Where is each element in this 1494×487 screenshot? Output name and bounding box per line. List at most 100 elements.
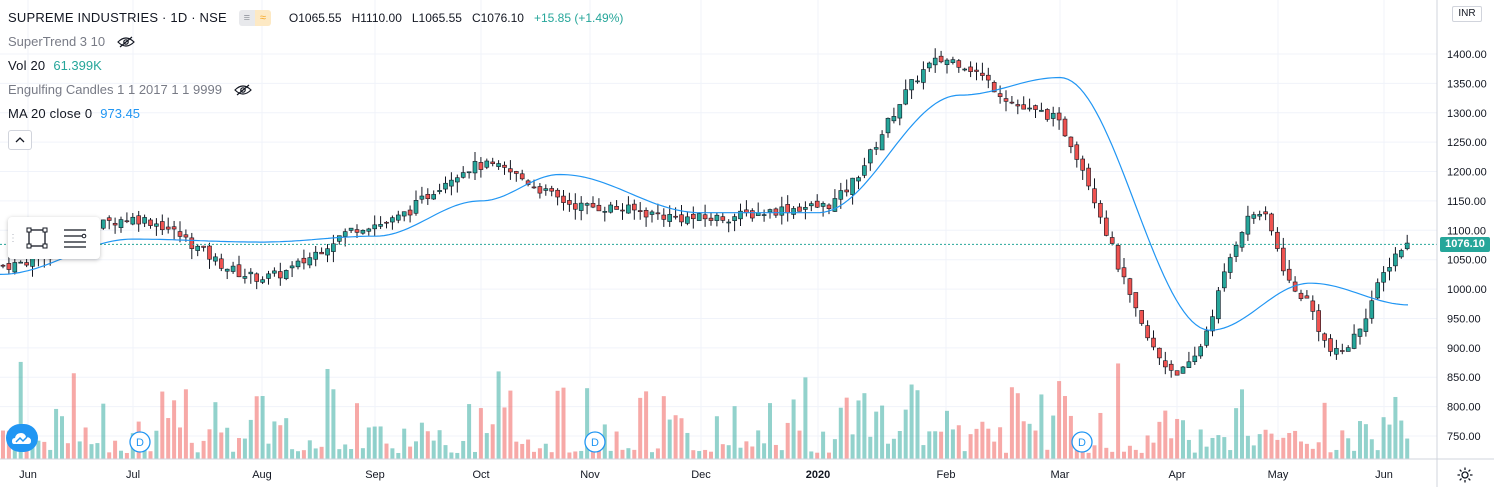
indicator-row-volume[interactable]: Vol 20 61.399K [8,54,623,78]
volume-bar [950,429,955,459]
candle-body [909,79,914,91]
indicator-row-engulfing[interactable]: Engulfing Candles 1 1 2017 1 1 9999 [8,78,623,102]
candle-body [1263,211,1268,215]
volume-bar [626,448,631,459]
candle-body [1322,333,1327,341]
volume-bar [703,449,708,459]
tradingview-logo-icon[interactable] [6,424,38,452]
candle-body [779,206,785,216]
volume-bar [608,450,613,459]
volume-bar [260,396,265,459]
candle-body [655,212,661,215]
candle-body [561,195,566,203]
candle-body [319,251,324,255]
volume-bar [148,451,153,459]
gear-icon[interactable] [1456,466,1474,484]
candle-body [1363,318,1369,332]
volume-bar [1316,442,1321,459]
volume-bar [1393,396,1398,459]
candle-body [177,231,183,237]
volume-bar [1293,430,1298,459]
candle-body [826,204,832,209]
candle-body [962,68,968,71]
price-tick-label: 1400.00 [1447,49,1487,61]
volume-bar [89,444,94,459]
candle-body [921,69,926,83]
volume-bar [691,450,696,459]
volume-bar [968,434,973,459]
horizontal-lines-tool-button[interactable] [56,219,94,257]
volume-bar [1039,394,1044,459]
price-tick-label: 1300.00 [1447,108,1487,120]
wave-icon[interactable]: ≈ [254,10,271,26]
volume-bar [720,444,725,459]
candle-body [366,228,372,232]
volume-bar [248,419,253,459]
candle-body [1145,325,1150,339]
eye-hidden-icon[interactable] [117,36,135,48]
symbol-title[interactable]: SUPREME INDUSTRIES · 1D · NSE [8,10,227,25]
volume-bar [1228,450,1233,459]
volume-bar [1145,435,1150,459]
volume-bar [296,451,300,459]
price-tick-label: 1150.00 [1447,196,1486,208]
time-tick-label: 2020 [806,469,830,481]
volume-bar [1257,434,1262,459]
high-value: H1110.00 [351,11,402,25]
bars-icon[interactable]: ≡ [238,10,255,26]
rectangle-tool-button[interactable] [18,219,56,257]
candle-body [738,210,743,220]
volume-bar [455,452,460,459]
chart-legend: SUPREME INDUSTRIES · 1D · NSE ≡ ≈ O1065.… [8,6,623,150]
time-tick-label: Apr [1168,469,1185,481]
volume-bar [231,451,236,459]
collapse-legend-button[interactable] [8,130,32,150]
candle-body [331,243,336,252]
candle-body [360,229,366,234]
volume-bar [95,443,100,459]
candle-body [254,273,259,282]
candle-body [1086,167,1091,187]
cloud-chart-icon [12,433,31,444]
chart-style-toggle[interactable]: ≡ ≈ [238,10,271,26]
volume-bar [166,418,171,459]
volume-bar [461,440,466,459]
candle-body [567,200,572,205]
volume-bar [77,441,82,459]
candle-body [903,89,909,105]
volume-bar [1045,449,1050,459]
indicator-row-ma[interactable]: MA 20 close 0 973.45 [8,102,623,126]
volume-bar [1186,439,1191,459]
indicator-row-supertrend[interactable]: SuperTrend 3 10 [8,30,623,54]
currency-label[interactable]: INR [1452,6,1482,22]
volume-bar [1163,410,1168,459]
candle-body [283,270,289,279]
drag-handle-icon[interactable]: ⋮ [8,232,18,244]
volume-bar [561,387,566,459]
collapse-row [8,126,623,150]
candle-body [266,273,271,279]
candle-body [1375,282,1380,299]
eye-hidden-icon[interactable] [234,84,252,96]
candle-body [1098,203,1103,218]
candle-body [1151,337,1156,348]
candle-body [6,263,12,270]
candle-body [213,256,218,262]
volume-bar [1251,445,1256,459]
volume-bar [83,427,88,459]
candle-body [726,221,732,224]
time-tick-label: Oct [472,469,489,481]
volume-bar [585,388,590,459]
candle-body [1381,272,1386,283]
volume-bar [266,443,271,459]
candle-body [1281,247,1286,272]
volume-bar [1240,389,1244,459]
candle-body [325,248,330,256]
candle-body [454,177,460,183]
volume-bar [874,411,879,459]
dividend-label: D [1078,437,1086,449]
volume-bar [903,409,908,459]
candle-body [1039,109,1044,112]
volume-bars [1,361,1410,459]
